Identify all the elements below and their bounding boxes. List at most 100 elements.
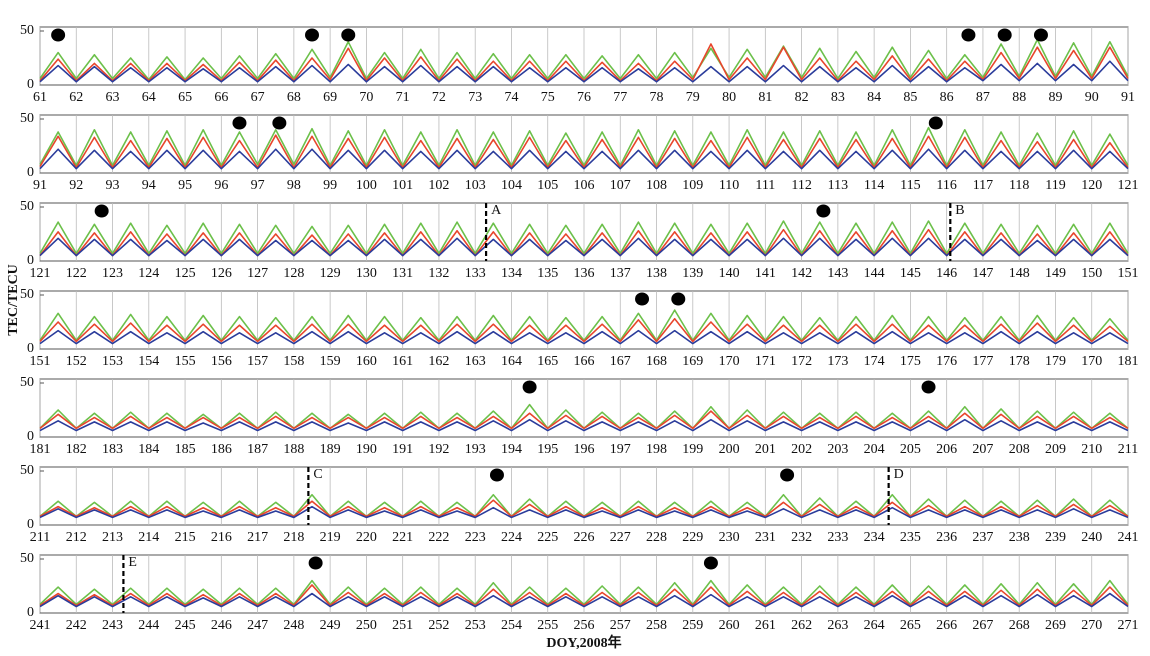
x-tick-label: 73 <box>468 90 482 105</box>
x-tick-label: 112 <box>791 178 811 193</box>
x-tick-label: 117 <box>973 178 993 193</box>
event-label: A <box>491 203 502 218</box>
x-tick-label: 121 <box>30 266 51 281</box>
y-axis-title: TEC/TECU <box>6 264 21 336</box>
series-line <box>39 237 1129 257</box>
x-tick-label: 222 <box>428 530 449 545</box>
x-tick-label: 230 <box>719 530 740 545</box>
x-tick-label: 163 <box>465 354 486 369</box>
x-tick-label: 173 <box>827 354 848 369</box>
x-tick-label: 98 <box>287 178 301 193</box>
x-axis-title: DOY,2008年 <box>546 634 621 651</box>
x-tick-label: 204 <box>864 442 885 457</box>
x-tick-label: 78 <box>650 90 664 105</box>
x-tick-label: 68 <box>287 90 301 105</box>
event-dot <box>928 116 943 130</box>
x-tick-label: 114 <box>864 178 884 193</box>
x-tick-label: 183 <box>102 442 123 457</box>
series-line <box>39 60 1129 83</box>
x-tick-label: 106 <box>574 178 595 193</box>
x-tick-label: 97 <box>251 178 265 193</box>
series-line <box>39 126 1129 167</box>
x-tick-label: 91 <box>1121 90 1135 105</box>
x-tick-label: 181 <box>30 442 51 457</box>
x-tick-label: 234 <box>864 530 885 545</box>
x-tick-label: 142 <box>791 266 812 281</box>
series-line <box>39 220 1129 255</box>
y-tick-label: 0 <box>27 429 34 444</box>
x-tick-label: 83 <box>831 90 845 105</box>
event-dot <box>961 28 976 42</box>
x-tick-label: 217 <box>247 530 268 545</box>
x-tick-label: 170 <box>1081 354 1102 369</box>
x-tick-label: 201 <box>755 442 776 457</box>
x-tick-label: 141 <box>755 266 776 281</box>
x-tick-label: 127 <box>247 266 268 281</box>
event-dot <box>522 380 537 394</box>
x-tick-label: 74 <box>504 90 518 105</box>
x-tick-label: 207 <box>972 442 993 457</box>
x-tick-label: 185 <box>175 442 196 457</box>
event-label: B <box>955 203 964 218</box>
x-tick-label: 190 <box>356 442 377 457</box>
x-tick-label: 267 <box>972 618 993 633</box>
event-dot <box>997 28 1012 42</box>
x-tick-label: 208 <box>1009 442 1030 457</box>
x-tick-label: 189 <box>320 442 341 457</box>
x-tick-label: 243 <box>102 618 123 633</box>
x-tick-label: 121 <box>1118 178 1139 193</box>
series-line <box>39 317 1129 343</box>
x-tick-label: 62 <box>69 90 83 105</box>
x-tick-label: 195 <box>537 442 558 457</box>
x-tick-label: 115 <box>900 178 920 193</box>
y-tick-label: 50 <box>20 463 34 478</box>
x-tick-label: 254 <box>501 618 522 633</box>
x-tick-label: 122 <box>66 266 87 281</box>
x-tick-label: 257 <box>610 618 631 633</box>
x-tick-label: 242 <box>66 618 87 633</box>
x-tick-label: 94 <box>142 178 156 193</box>
x-tick-label: 193 <box>465 442 486 457</box>
x-tick-label: 151 <box>30 354 51 369</box>
series-line <box>39 38 1129 81</box>
x-tick-label: 261 <box>755 618 776 633</box>
x-tick-label: 89 <box>1048 90 1062 105</box>
x-tick-label: 255 <box>537 618 558 633</box>
x-tick-label: 150 <box>1081 266 1102 281</box>
x-tick-label: 211 <box>1118 442 1138 457</box>
x-tick-label: 192 <box>428 442 449 457</box>
event-dot <box>703 556 718 570</box>
x-tick-label: 102 <box>428 178 449 193</box>
x-tick-label: 238 <box>1009 530 1030 545</box>
x-tick-label: 252 <box>428 618 449 633</box>
x-tick-label: 145 <box>900 266 921 281</box>
x-tick-label: 265 <box>900 618 921 633</box>
x-tick-label: 176 <box>936 354 957 369</box>
x-tick-label: 219 <box>320 530 341 545</box>
x-tick-label: 82 <box>795 90 809 105</box>
x-tick-label: 244 <box>138 618 159 633</box>
y-tick-label: 0 <box>27 165 34 180</box>
x-tick-label: 131 <box>392 266 413 281</box>
x-tick-label: 101 <box>392 178 413 193</box>
x-tick-label: 262 <box>791 618 812 633</box>
x-tick-label: 203 <box>827 442 848 457</box>
x-tick-label: 199 <box>682 442 703 457</box>
x-tick-label: 128 <box>283 266 304 281</box>
x-tick-label: 70 <box>359 90 373 105</box>
event-dot <box>671 292 686 306</box>
x-tick-label: 170 <box>719 354 740 369</box>
x-tick-label: 240 <box>1081 530 1102 545</box>
x-tick-label: 245 <box>175 618 196 633</box>
x-tick-label: 202 <box>791 442 812 457</box>
x-tick-label: 79 <box>686 90 700 105</box>
x-tick-label: 260 <box>719 618 740 633</box>
event-dot <box>921 380 936 394</box>
x-tick-label: 75 <box>541 90 555 105</box>
series-line <box>39 148 1129 170</box>
x-tick-label: 223 <box>465 530 486 545</box>
x-tick-label: 144 <box>864 266 885 281</box>
x-tick-label: 227 <box>610 530 631 545</box>
event-dot <box>51 28 66 42</box>
x-tick-label: 80 <box>722 90 736 105</box>
